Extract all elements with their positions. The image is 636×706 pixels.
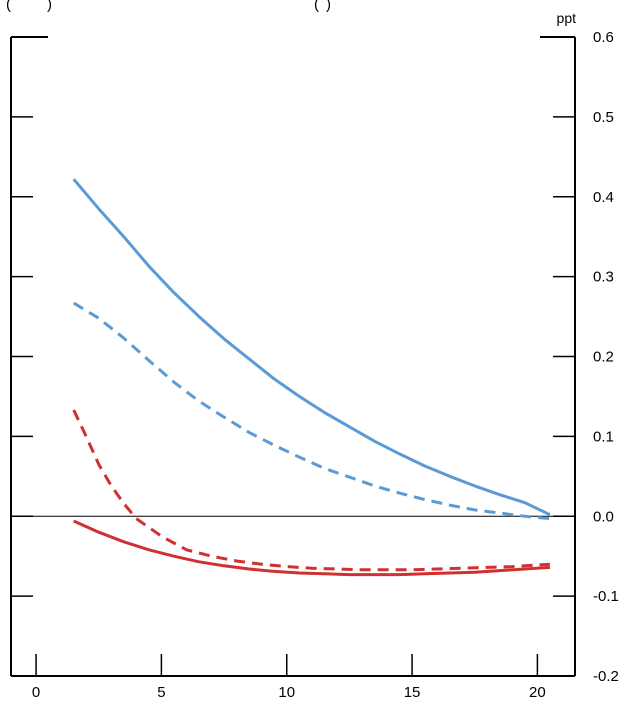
x-tick-label: 10 [278, 684, 295, 701]
y-tick-label: 0.3 [593, 269, 614, 286]
y-tick-label: 0.2 [593, 349, 614, 366]
header-fragment-2: ) [47, 0, 52, 13]
y-tick-label: 0.4 [593, 189, 614, 206]
unit-label: ppt [557, 10, 577, 26]
header-fragment-3: ( [314, 0, 319, 13]
series-line-2 [72, 301, 551, 521]
x-tick-label: 15 [404, 684, 421, 701]
y-tick-label: 0.5 [593, 109, 614, 126]
y-tick-label: -0.1 [593, 588, 619, 605]
tick-labels: -0.2 -0.1 0.0 0.1 0.2 0.3 0.4 0.5 0.6 0 5 10 15 20 [32, 29, 619, 701]
header-fragment-1: ( [6, 0, 11, 13]
y-tick-label: -0.2 [593, 668, 619, 685]
y-tick-label: 0.0 [593, 508, 614, 525]
series-line-1 [72, 178, 551, 517]
series-line-3 [72, 409, 550, 572]
x-tick-label: 0 [32, 684, 40, 701]
axis-ticks [11, 116, 575, 676]
header-fragment-4: ) [326, 0, 331, 13]
x-tick-label: 20 [529, 684, 546, 701]
y-tick-label: 0.6 [593, 29, 614, 46]
series-line-4 [73, 519, 550, 577]
x-tick-label: 5 [157, 684, 165, 701]
plot-frame [10, 36, 576, 677]
series-layer [72, 178, 551, 577]
y-tick-label: 0.1 [593, 428, 614, 445]
